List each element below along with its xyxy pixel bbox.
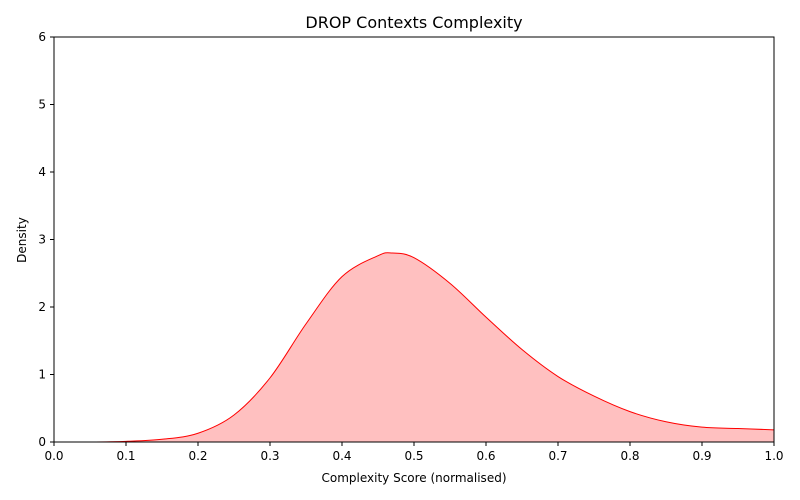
x-tick-label: 0.5 — [404, 449, 423, 463]
x-tick-label: 0.2 — [188, 449, 207, 463]
y-tick-label: 6 — [38, 30, 46, 44]
x-tick-label: 0.6 — [476, 449, 495, 463]
x-axis: 0.0 0.1 0.2 0.3 0.4 0.5 0.6 0.7 0.8 0.9 1.0 — [44, 442, 784, 463]
density-curve — [53, 252, 775, 443]
x-tick-label: 0.3 — [260, 449, 279, 463]
y-tick-label: 3 — [38, 233, 46, 247]
x-tick-label: 0.0 — [44, 449, 63, 463]
x-axis-label: Complexity Score (normalised) — [321, 471, 506, 485]
y-tick-label: 5 — [38, 98, 46, 112]
x-tick-label: 1.0 — [764, 449, 783, 463]
y-tick-label: 0 — [38, 435, 46, 449]
x-tick-label: 0.9 — [692, 449, 711, 463]
y-axis: 0 1 2 3 4 5 6 — [38, 30, 54, 449]
y-tick-label: 1 — [38, 368, 46, 382]
plot-area — [53, 36, 775, 443]
x-tick-label: 0.1 — [116, 449, 135, 463]
density-area-fill — [54, 252, 774, 443]
y-axis-label: Density — [15, 217, 29, 263]
x-tick-label: 0.7 — [548, 449, 567, 463]
x-tick-label: 0.4 — [332, 449, 351, 463]
x-tick-label: 0.8 — [620, 449, 639, 463]
y-tick-label: 2 — [38, 300, 46, 314]
y-tick-label: 4 — [38, 165, 46, 179]
chart-title: DROP Contexts Complexity — [305, 13, 522, 32]
